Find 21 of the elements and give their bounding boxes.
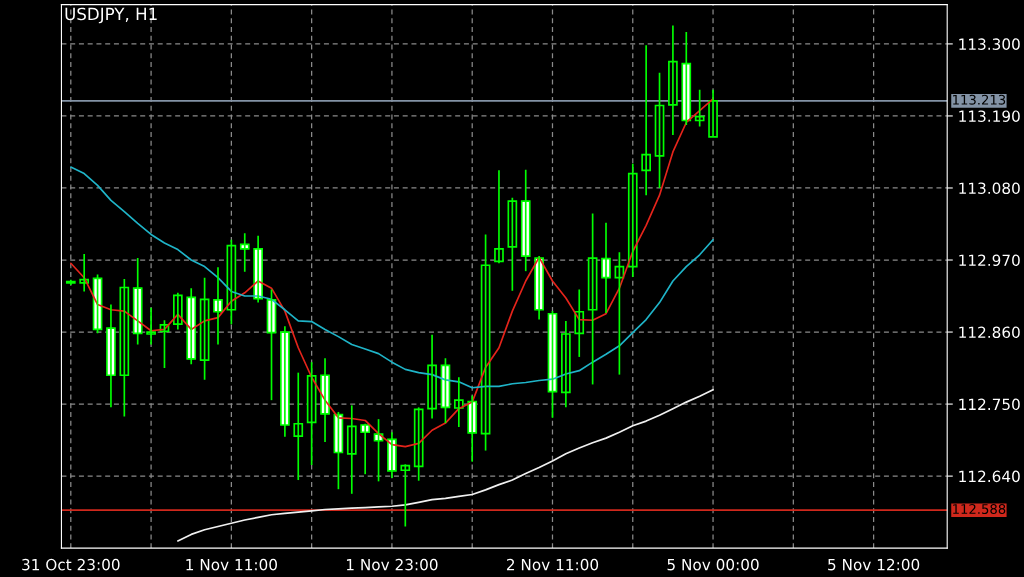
x-tick-label: 5 Nov 12:00 xyxy=(828,558,920,571)
chart-title: USDJPY, H1 xyxy=(65,7,157,24)
y-tick-label: 112.750 xyxy=(959,398,1020,411)
y-tick-label: 112.640 xyxy=(959,470,1020,483)
y-tick-label: 112.970 xyxy=(959,254,1020,267)
candlestick xyxy=(65,278,76,286)
ref-line-label: 112.588 xyxy=(953,504,1006,514)
y-tick-label: 113.080 xyxy=(959,182,1020,194)
candlestick xyxy=(239,232,250,273)
line-series xyxy=(177,388,714,542)
y-tick-label: 112.860 xyxy=(959,326,1020,339)
y-tick-label: 113.190 xyxy=(959,110,1020,122)
candlestick xyxy=(146,306,156,346)
x-tick-label: 5 Nov 00:00 xyxy=(667,558,759,571)
x-tick-label: 1 Nov 23:00 xyxy=(346,558,438,571)
ref-line-label: 113.213 xyxy=(953,94,1006,105)
line-series xyxy=(69,166,714,389)
x-tick-label: 1 Nov 11:00 xyxy=(186,558,277,571)
x-tick-label: 2 Nov 11:00 xyxy=(506,558,599,571)
x-tick-label: 31 Oct 23:00 xyxy=(22,558,120,571)
y-tick-label: 113.300 xyxy=(959,38,1020,50)
